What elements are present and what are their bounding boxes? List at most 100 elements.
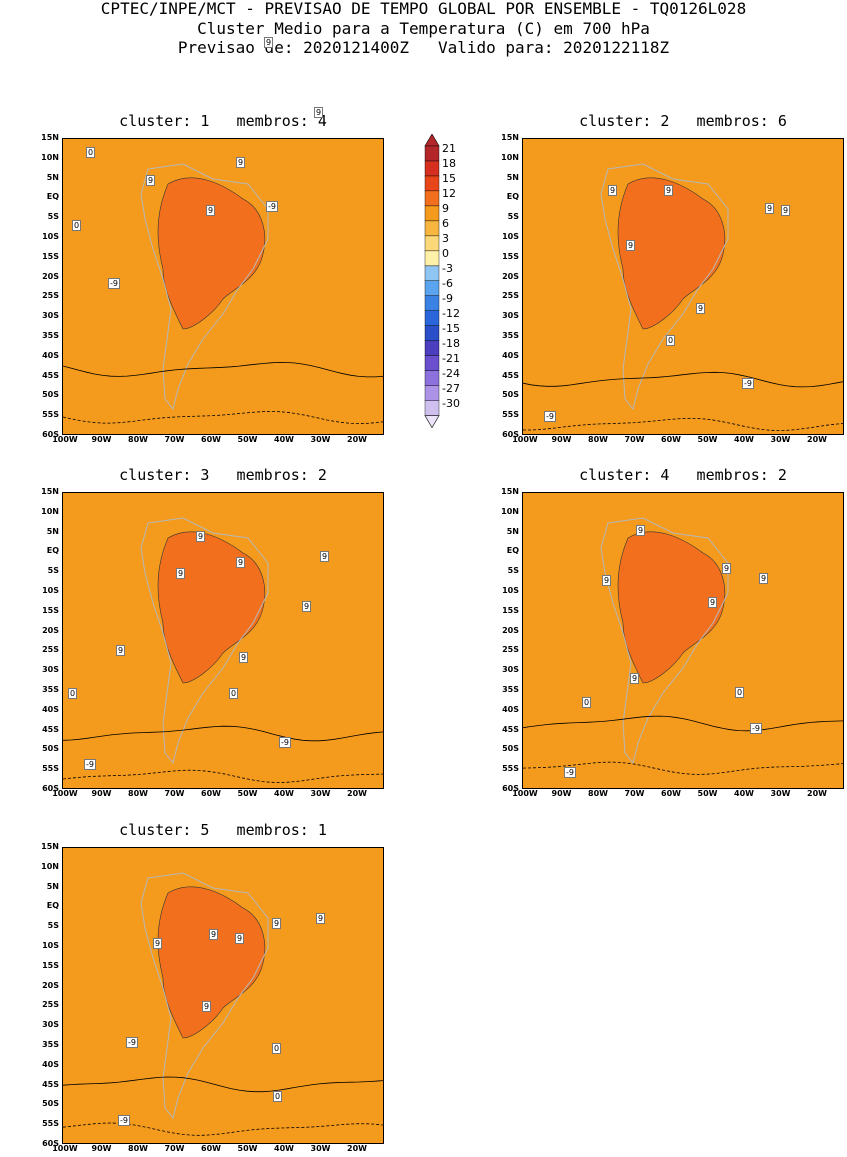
- warm-region: [617, 177, 726, 330]
- panel-title-4: cluster: 4 membros: 2: [579, 466, 787, 484]
- lat-tick-label: 40S: [42, 350, 59, 360]
- contour-minus9: [523, 761, 843, 775]
- contour-zero: [63, 1076, 383, 1093]
- contour-label: 9: [765, 203, 775, 214]
- lat-tick-label: 50S: [42, 744, 59, 754]
- legend-value: -21: [442, 351, 460, 365]
- contour-minus9: [63, 411, 383, 425]
- header-line-2: Cluster Medio para a Temperatura (C) em …: [197, 19, 650, 38]
- temperature-map-1: [63, 139, 383, 434]
- contour-label: 9: [302, 601, 312, 612]
- lat-tick-label: 30S: [502, 311, 519, 321]
- contour-label: -9: [279, 737, 291, 748]
- lat-tick-label: 25S: [502, 291, 519, 301]
- contour-label: -9: [544, 411, 556, 422]
- lon-tick-label: 100W: [52, 1144, 78, 1153]
- panel-title-1: cluster: 1 membros: 4: [119, 112, 327, 130]
- lon-tick-label: 90W: [91, 435, 112, 444]
- lon-tick-label: 30W: [310, 1144, 331, 1153]
- legend-swatch: [424, 280, 440, 297]
- legend-swatch: [424, 355, 440, 372]
- legend-max-arrow: [424, 133, 440, 147]
- map-panel-2: 15N 10N 5N EQ 5S 10S 15S 20S 25S 30S 35S 40S 45S 50S 5…: [501, 134, 844, 444]
- contour-label: 9: [781, 205, 791, 216]
- lat-tick-label: 60S: [502, 784, 519, 793]
- lon-tick-label: 40W: [274, 435, 294, 444]
- map-panel-5: 15N 10N 5N EQ 5S 10S 15S 20S 25S 30S 35S 40S 45S 50S 5…: [41, 843, 384, 1153]
- contour-label: 9: [608, 185, 618, 196]
- contour-label: 0: [272, 1043, 282, 1054]
- legend-value: 0: [442, 246, 449, 260]
- lat-tick-label: 5S: [47, 212, 59, 222]
- contour-zero: [523, 371, 843, 388]
- legend-swatch: [424, 220, 440, 237]
- legend-value: -9: [442, 291, 453, 305]
- lat-tick-label: 5S: [507, 212, 519, 222]
- lon-tick-label: 60W: [201, 789, 221, 798]
- lat-tick-label: 25S: [502, 645, 519, 655]
- legend-value: -27: [442, 381, 460, 395]
- lon-tick-label: 30W: [310, 789, 331, 798]
- lat-tick-label: 45S: [42, 370, 59, 380]
- legend-min-arrow: [424, 415, 440, 429]
- lat-tick-label: 10S: [502, 232, 519, 241]
- lat-tick-label: 15N: [41, 133, 59, 142]
- continent-outline: [600, 163, 729, 411]
- continent-outline: [140, 872, 269, 1120]
- legend-swatch: [424, 145, 440, 162]
- contour-label: 9: [206, 205, 216, 216]
- contour-label: -9: [742, 378, 754, 389]
- lon-tick-label: 60W: [201, 1144, 221, 1153]
- map-panel-1: 15N 10N 5N EQ 5S 10S 15S 20S 25S 30S 35S 40S 45S 50S 5…: [41, 134, 384, 444]
- map-panel-3: 15N 10N 5N EQ 5S 10S 15S 20S 25S 30S 35S 40S 45S 50S 5…: [41, 488, 384, 798]
- lon-tick-label: 20W: [347, 789, 367, 798]
- lon-tick-label: 30W: [770, 789, 791, 798]
- lon-tick-label: 90W: [91, 789, 112, 798]
- lat-tick-label: 35S: [502, 685, 519, 694]
- lon-tick-label: 70W: [164, 1144, 185, 1153]
- temperature-map-3: [63, 493, 383, 788]
- lon-tick-label: 40W: [734, 435, 754, 444]
- lat-tick-label: EQ: [506, 546, 519, 556]
- lat-tick-label: 5N: [46, 881, 59, 891]
- lon-tick-label: 70W: [624, 435, 645, 444]
- lat-tick-label: 40S: [42, 1059, 59, 1069]
- legend-colorbar: [424, 133, 440, 429]
- lon-tick-label: 100W: [52, 435, 78, 444]
- lon-tick-label: 70W: [164, 789, 185, 798]
- contour-label: 9: [602, 575, 612, 586]
- lat-tick-label: 5N: [46, 172, 59, 182]
- contour-label: 0: [72, 220, 82, 231]
- legend-value: 15: [442, 171, 456, 185]
- lat-tick-label: 30S: [42, 311, 59, 321]
- legend-value: -24: [442, 366, 460, 380]
- panel-title-5: cluster: 5 membros: 1: [119, 821, 327, 839]
- lat-tick-label: 5N: [506, 172, 519, 182]
- lon-tick-label: 60W: [201, 435, 221, 444]
- legend-swatch: [424, 385, 440, 401]
- temperature-map-4: [523, 493, 843, 788]
- lon-tick-label: 20W: [347, 435, 367, 444]
- contour-label: 9: [264, 37, 274, 48]
- contour-label: 9: [272, 918, 282, 929]
- lat-tick-label: 10N: [41, 861, 59, 871]
- lon-tick-label: 20W: [347, 1144, 367, 1153]
- contour-label: 9: [664, 185, 674, 196]
- lat-tick-label: 45S: [502, 370, 519, 380]
- contour-label: 9: [316, 913, 326, 924]
- legend-swatch: [424, 370, 440, 387]
- legend-value: -12: [442, 306, 460, 320]
- lon-tick-label: 100W: [512, 789, 538, 798]
- lat-tick-label: 50S: [42, 390, 59, 400]
- lat-tick-label: 10N: [41, 506, 59, 516]
- continent-outline: [600, 517, 729, 765]
- lat-tick-label: 40S: [42, 704, 59, 714]
- warm-region: [157, 177, 266, 330]
- contour-minus9: [63, 769, 383, 783]
- lon-tick-label: 20W: [807, 789, 827, 798]
- lat-tick-label: 45S: [42, 724, 59, 734]
- warm-region: [617, 531, 726, 684]
- lon-tick-label: 80W: [128, 789, 148, 798]
- lat-tick-label: 35S: [42, 331, 59, 340]
- lon-tick-label: 80W: [588, 789, 608, 798]
